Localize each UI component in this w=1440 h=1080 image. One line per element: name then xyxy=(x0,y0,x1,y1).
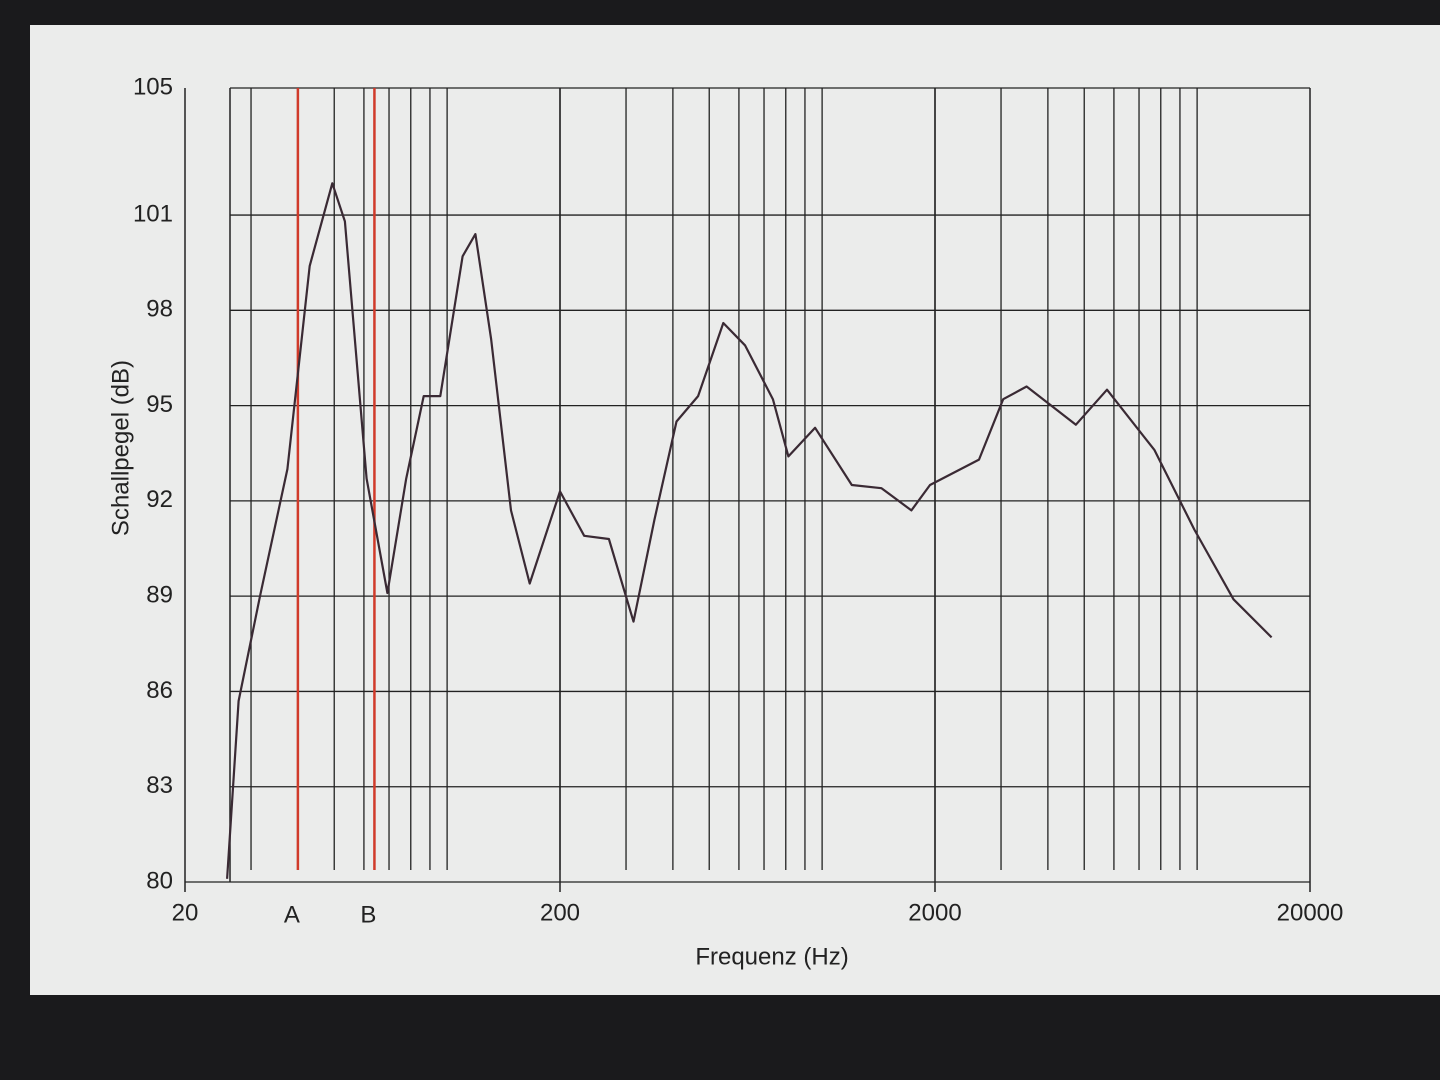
marker-label: A xyxy=(284,901,300,928)
y-axis-label: Schallpegel (dB) xyxy=(107,360,134,536)
y-tick-label: 95 xyxy=(146,391,173,418)
y-tick-label: 86 xyxy=(146,677,173,704)
x-tick-label: 2000 xyxy=(908,899,961,926)
y-tick-label: 98 xyxy=(146,296,173,323)
x-tick-label: 20000 xyxy=(1277,899,1344,926)
y-tick-label: 92 xyxy=(146,486,173,513)
y-tick-label: 80 xyxy=(146,867,173,894)
response-curve xyxy=(226,182,1273,879)
screen xyxy=(30,25,1440,995)
y-tick-label: 101 xyxy=(133,200,173,227)
x-axis-label: Frequenz (Hz) xyxy=(695,943,848,970)
y-tick-label: 89 xyxy=(146,582,173,609)
x-tick-label: 200 xyxy=(540,899,580,926)
y-tick-label: 105 xyxy=(133,73,173,100)
marker-label: B xyxy=(360,901,376,928)
y-tick-label: 83 xyxy=(146,772,173,799)
x-tick-label: 20 xyxy=(172,899,199,926)
